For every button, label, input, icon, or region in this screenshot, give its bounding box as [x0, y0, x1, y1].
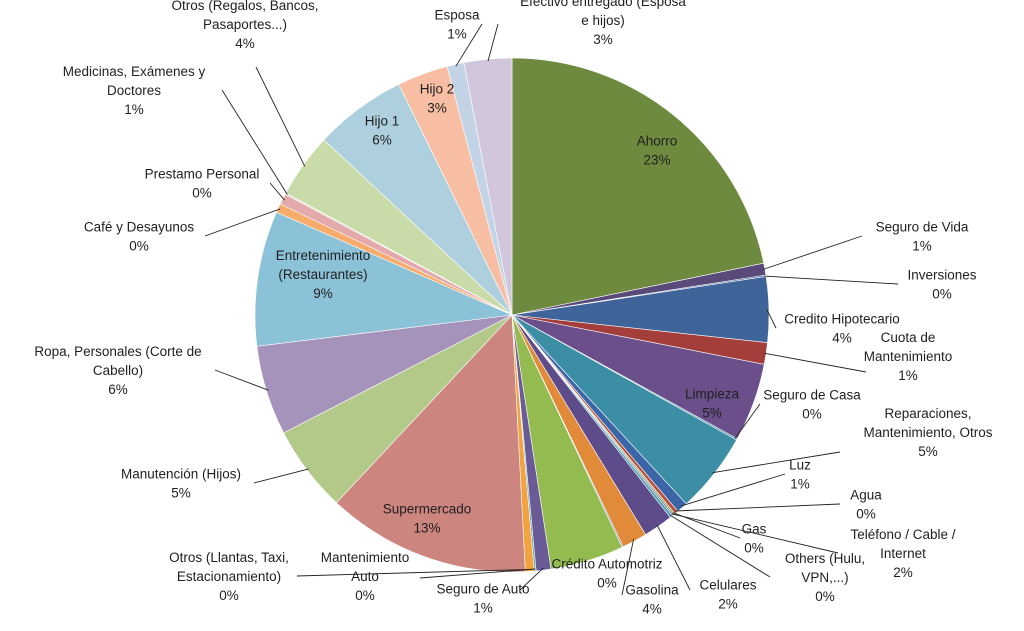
slice-label: Ahorro 23% — [637, 134, 678, 168]
slice-label: Mantenimiento Auto 0% — [321, 550, 410, 603]
leader-line — [669, 514, 771, 578]
leader-line — [296, 568, 530, 577]
slice-label: Agua 0% — [850, 488, 882, 522]
slice-label: Others (Hulu, VPN,...) 0% — [785, 551, 865, 604]
leader-line — [734, 403, 761, 439]
leader-line — [269, 182, 285, 201]
slice-label: Celulares 2% — [699, 578, 756, 612]
slice-label: Teléfono / Cable / Internet 2% — [850, 527, 955, 580]
leader-line — [255, 66, 306, 167]
slice-label: Seguro de Vida 1% — [876, 220, 969, 254]
slice-label: Gasolina 4% — [625, 583, 679, 617]
slice-label: Efectivo entregado (Esposa e hijos) 3% — [520, 0, 686, 47]
leader-line — [204, 208, 281, 237]
slice-label: Luz 1% — [789, 458, 811, 492]
pie-slices — [254, 57, 770, 573]
slice-label: Esposa 1% — [434, 8, 480, 42]
slice-label: Café y Desayunos 0% — [84, 220, 195, 254]
leader-lines — [204, 23, 899, 596]
slice-label: Reparaciones, Mantenimiento, Otros 5% — [863, 406, 992, 459]
slice-label: Hijo 2 3% — [420, 82, 455, 116]
leader-line — [487, 23, 499, 62]
leader-line — [221, 89, 288, 195]
slice-label: Inversiones 0% — [907, 268, 976, 302]
leader-line — [680, 473, 786, 507]
pie-slice — [511, 57, 765, 316]
leader-line — [519, 567, 544, 591]
slice-label: Medicinas, Exámenes y Doctores 1% — [63, 64, 206, 117]
pie-slice — [463, 57, 513, 316]
leader-line — [763, 275, 899, 285]
leader-line — [621, 539, 635, 596]
slice-label: Credito Hipotecario 4% — [784, 312, 900, 346]
slice-label: Limpieza 5% — [685, 387, 740, 421]
slice-label: Seguro de Casa 0% — [763, 388, 861, 422]
slice-label: Cuota de Mantenimiento 1% — [864, 330, 953, 383]
leader-line — [671, 513, 839, 554]
slice-label: Seguro de Auto 1% — [436, 582, 529, 616]
slice-label: Supermercado 13% — [383, 502, 472, 536]
leader-line — [762, 235, 863, 270]
slice-label: Hijo 1 6% — [365, 114, 400, 148]
slice-label: Entretenimiento (Restaurantes) 9% — [276, 248, 371, 301]
leader-line — [419, 568, 536, 579]
leader-line — [766, 309, 777, 329]
leader-line — [214, 369, 269, 391]
slice-label: Otros (Regalos, Bancos, Pasaportes...) 4% — [171, 0, 318, 51]
slice-label: Ropa, Personales (Corte de Cabello) 6% — [34, 344, 201, 397]
leader-line — [675, 503, 841, 512]
leader-line — [656, 524, 691, 591]
slice-labels: Ahorro 23%Seguro de Vida 1%Inversiones 0%Cr… — [34, 0, 992, 617]
pie-slice — [254, 211, 514, 347]
pie-slice — [336, 314, 526, 573]
slice-label: Gas 0% — [742, 522, 767, 556]
slice-label: Otros (Llantas, Taxi, Estacionamiento) 0% — [169, 550, 289, 603]
leader-line — [712, 451, 841, 474]
slice-label: Manutención (Hijos) 5% — [121, 467, 241, 501]
slice-label: Crédito Automotriz 0% — [551, 557, 662, 591]
leader-line — [253, 468, 309, 484]
leader-line — [764, 352, 867, 373]
slice-label: Prestamo Personal 0% — [145, 167, 260, 201]
leader-line — [455, 23, 483, 67]
